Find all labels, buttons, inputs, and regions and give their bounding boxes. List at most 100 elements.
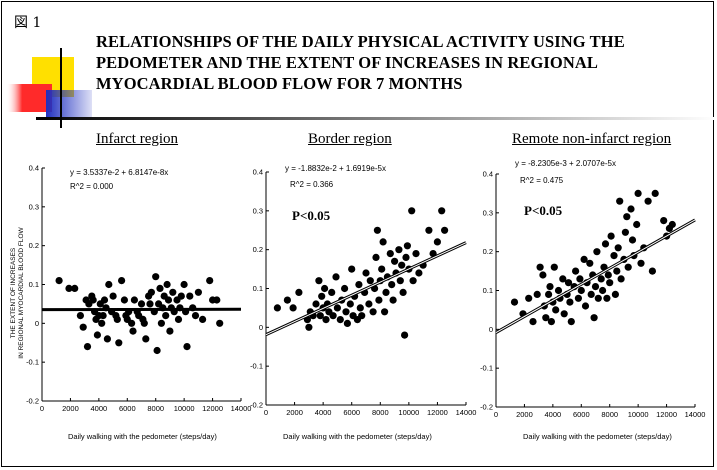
y-tick-label-remote: 0.1 xyxy=(483,286,493,295)
data-point-border xyxy=(369,308,377,316)
x-tick-label-remote: 4000 xyxy=(545,410,562,419)
r2-remote: R^2 = 0.475 xyxy=(520,176,564,185)
data-point-remote xyxy=(601,240,610,248)
data-point-infarct xyxy=(183,343,191,351)
data-point-remote xyxy=(554,286,563,295)
data-point-remote xyxy=(634,189,642,197)
data-point-remote xyxy=(525,294,533,302)
data-point-remote xyxy=(587,290,595,298)
data-point-infarct xyxy=(191,312,200,320)
data-point-infarct xyxy=(174,315,183,323)
y-tick-label-remote: -0.2 xyxy=(480,403,493,412)
panel-title-infarct: Infarct region xyxy=(96,131,179,147)
data-point-remote xyxy=(651,189,659,197)
x-tick-label-infarct: 12000 xyxy=(202,404,223,413)
y-tick-label-border: 0.3 xyxy=(253,206,263,215)
x-tick-label-infarct: 0 xyxy=(40,404,44,413)
data-point-remote xyxy=(617,275,625,283)
data-point-border xyxy=(341,284,349,293)
data-point-border xyxy=(378,265,386,273)
panel-title-border: Border region xyxy=(308,131,392,147)
data-point-infarct xyxy=(128,319,136,327)
data-point-remote xyxy=(627,205,635,213)
r2-border: R^2 = 0.366 xyxy=(290,180,334,189)
x-tick-label-remote: 0 xyxy=(494,410,498,419)
data-point-remote xyxy=(644,197,652,205)
data-point-border xyxy=(382,288,390,296)
data-point-remote xyxy=(574,294,583,302)
data-point-remote xyxy=(607,232,615,240)
data-point-remote xyxy=(533,290,541,298)
data-point-infarct xyxy=(109,292,117,300)
y-tick-label-border: -0.2 xyxy=(250,401,263,410)
x-tick-label-border: 4000 xyxy=(315,408,332,417)
data-point-infarct xyxy=(147,288,155,296)
figure-title: RELATIONSHIPS OF THE DAILY PHYSICAL ACTI… xyxy=(96,32,625,93)
data-point-infarct xyxy=(152,273,160,281)
data-point-infarct xyxy=(98,319,106,327)
data-point-border xyxy=(365,300,373,308)
data-point-border xyxy=(346,300,354,308)
data-point-border xyxy=(438,207,446,215)
data-point-infarct xyxy=(157,319,165,327)
data-point-remote xyxy=(599,286,607,295)
data-point-border xyxy=(358,312,366,320)
x-tick-label-border: 8000 xyxy=(372,408,389,417)
data-point-remote xyxy=(593,248,601,256)
data-point-border xyxy=(379,238,387,246)
data-point-border xyxy=(312,300,320,308)
data-point-remote xyxy=(628,236,637,244)
data-point-infarct xyxy=(194,288,202,296)
data-point-infarct xyxy=(153,346,161,355)
x-axis-label-infarct: Daily walking with the pedometer (steps/… xyxy=(68,432,217,441)
data-point-remote xyxy=(567,318,575,326)
data-point-infarct xyxy=(169,288,177,296)
equation-remote: y = -8.2305e-3 + 2.0707e-5x xyxy=(515,159,616,168)
data-point-remote xyxy=(580,255,588,263)
x-axis-label-remote: Daily walking with the pedometer (steps/… xyxy=(523,432,672,441)
data-point-border xyxy=(415,269,423,277)
data-point-border xyxy=(388,281,396,289)
data-point-border xyxy=(289,304,297,312)
data-point-infarct xyxy=(130,296,138,304)
data-point-infarct xyxy=(83,343,92,351)
x-tick-label-border: 6000 xyxy=(343,408,360,417)
decorative-squares xyxy=(6,48,716,128)
data-point-infarct xyxy=(115,339,123,347)
data-point-border xyxy=(356,304,364,312)
data-point-border xyxy=(333,304,341,312)
data-point-remote xyxy=(510,298,519,306)
data-point-infarct xyxy=(65,284,73,292)
data-point-infarct xyxy=(213,296,221,304)
equation-infarct: y = 3.5337e-2 + 6.8147e-8x xyxy=(70,168,169,177)
x-tick-label-infarct: 2000 xyxy=(62,404,79,413)
x-tick-label-border: 0 xyxy=(264,408,268,417)
data-point-infarct xyxy=(162,312,170,320)
x-tick-label-remote: 14000 xyxy=(685,410,706,419)
data-point-infarct xyxy=(140,319,148,327)
data-point-infarct xyxy=(206,277,214,285)
data-point-border xyxy=(283,296,291,304)
data-point-infarct xyxy=(71,284,79,292)
data-point-border xyxy=(425,226,433,234)
y-tick-label-remote: 0.2 xyxy=(483,247,493,256)
data-point-remote xyxy=(542,314,550,322)
data-point-remote xyxy=(591,283,600,291)
data-point-border xyxy=(381,308,389,316)
data-point-remote xyxy=(539,271,547,279)
y-tick-label-border: 0.2 xyxy=(253,245,263,254)
data-point-infarct xyxy=(79,323,87,331)
data-point-infarct xyxy=(216,319,224,327)
data-point-infarct xyxy=(105,280,113,289)
data-point-border xyxy=(336,316,344,324)
data-point-border xyxy=(332,273,340,281)
y-tick-label-remote: 0.4 xyxy=(483,170,493,179)
data-point-remote xyxy=(566,298,574,306)
regression-line-inner-remote xyxy=(495,219,696,333)
y-tick-label-infarct: -0.2 xyxy=(26,397,39,406)
red-square xyxy=(6,84,52,112)
data-point-border xyxy=(375,296,383,304)
data-point-remote xyxy=(545,290,553,298)
data-point-remote xyxy=(564,279,573,287)
data-point-border xyxy=(305,323,313,331)
